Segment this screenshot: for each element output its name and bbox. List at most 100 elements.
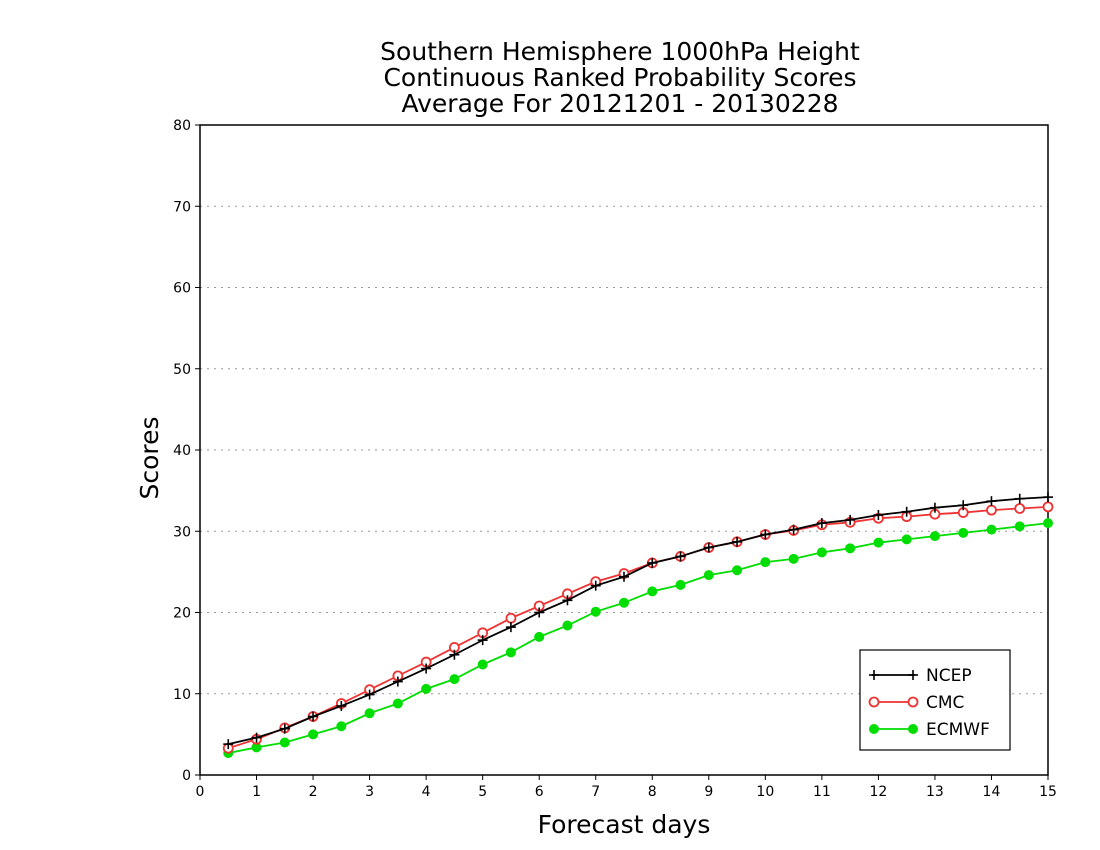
y-axis-label: Scores [135,416,164,499]
legend: NCEP CMC ECMWF [859,649,1011,751]
data-point-ecmwf [336,721,347,732]
data-point-ncep [449,649,460,660]
data-point-ncep [279,723,290,734]
x-tick-label: 1 [252,784,261,800]
x-tick-label: 15 [1039,784,1057,800]
series-ncep [223,492,1053,750]
x-tick-label: 0 [196,784,205,800]
data-point-ncep [505,622,516,633]
y-tick-label: 10 [173,687,191,703]
data-point-ncep [223,739,234,750]
data-point-ncep [590,580,601,591]
data-point-ecmwf [421,683,432,694]
legend-label: NCEP [926,666,972,686]
x-tick-label: 4 [422,784,431,800]
data-point-ncep [675,551,686,562]
legend-box [859,649,1011,751]
data-point-ecmwf [590,606,601,617]
data-point-ncep [788,524,799,535]
data-point-ncep [619,571,629,582]
x-axis: 0 1 2 3 4 5 6 7 8 9 10 11 12 13 14 15 [196,775,1057,800]
legend-marker [869,724,879,734]
legend-marker [908,724,918,734]
data-point-ecmwf [364,708,375,719]
data-point-ncep [364,689,375,700]
x-tick-label: 13 [926,784,944,800]
y-tick-label: 70 [173,199,191,215]
data-point-ecmwf [873,537,884,548]
x-tick-label: 8 [648,784,657,800]
data-point-ncep [845,514,856,525]
data-point-ecmwf [647,586,658,597]
data-point-cmc [1014,503,1026,514]
data-point-ncep [703,542,714,553]
data-point-ecmwf [788,553,799,564]
y-tick-label: 40 [173,443,191,459]
y-tick-label: 80 [173,118,191,134]
data-point-ncep [760,529,771,540]
data-point-ncep [732,536,743,547]
legend-item-ecmwf: ECMWF [869,720,990,740]
data-point-ncep [477,635,488,646]
data-point-ecmwf [1043,518,1053,529]
x-tick-label: 11 [813,784,831,800]
title-line: Southern Hemisphere 1000hPa Height [380,37,860,66]
legend-marker [869,670,879,680]
y-tick-label: 20 [173,606,191,622]
data-point-ecmwf [619,597,629,608]
data-point-ncep [986,496,997,507]
data-point-ecmwf [279,737,290,748]
data-point-ncep [958,500,969,511]
title-line: Continuous Ranked Probability Scores [383,63,856,92]
data-point-ncep [251,732,262,743]
legend-item-ncep: NCEP [869,666,972,686]
data-point-ecmwf [845,543,856,554]
series-group [222,492,1054,759]
data-point-cmc [1042,501,1054,513]
x-tick-label: 12 [869,784,887,800]
data-point-ecmwf [308,729,319,740]
data-point-ecmwf [392,698,403,709]
data-point-ecmwf [760,557,771,568]
data-point-ecmwf [703,570,714,581]
x-tick-label: 10 [756,784,774,800]
y-tick-label: 60 [173,281,191,297]
data-point-ncep [1014,493,1025,504]
data-point-ecmwf [929,531,940,542]
data-point-ncep [1043,492,1053,503]
grid-lines [200,205,1048,695]
data-point-ncep [336,700,347,711]
x-tick-label: 6 [535,784,544,800]
title-line: Average For 20121201 - 20130228 [401,89,838,118]
x-tick-label: 14 [983,784,1001,800]
y-tick-label: 50 [173,362,191,378]
data-point-ecmwf [562,620,573,631]
data-point-ecmwf [477,659,488,670]
data-point-ncep [873,510,884,520]
data-point-ecmwf [986,524,997,535]
x-tick-label: 3 [365,784,374,800]
data-point-ecmwf [505,647,516,658]
data-point-cmc [986,504,997,516]
data-point-ncep [901,506,912,517]
legend-label: ECMWF [926,720,990,740]
data-point-ncep [392,676,403,687]
data-point-ncep [534,607,545,618]
data-point-ncep [647,557,658,568]
y-tick-label: 0 [182,768,191,784]
data-point-ecmwf [732,565,743,576]
y-tick-label: 30 [173,524,191,540]
data-point-ncep [562,595,573,606]
data-point-ecmwf [675,579,686,590]
series-ecmwf [223,518,1053,759]
x-axis-label: Forecast days [538,810,711,839]
x-tick-label: 7 [591,784,600,800]
legend-marker [868,696,880,708]
data-point-ncep [421,663,432,674]
legend-marker [907,696,919,708]
data-point-ecmwf [816,547,827,558]
data-point-ncep [816,518,827,529]
x-tick-label: 5 [478,784,487,800]
